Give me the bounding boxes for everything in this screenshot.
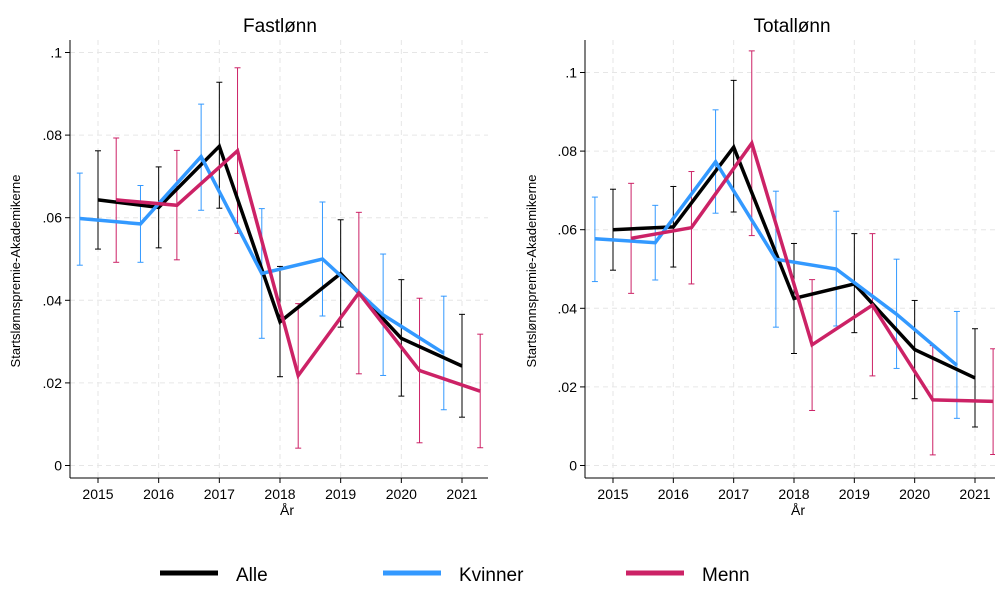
series-line-kvinner bbox=[79, 153, 445, 355]
y-tick-label: .06 bbox=[43, 210, 63, 226]
x-tick-label: 2020 bbox=[386, 486, 417, 502]
x-tick-label: 2020 bbox=[899, 486, 930, 502]
series-errorbars-kvinner bbox=[76, 103, 447, 411]
x-tick-label: 2021 bbox=[959, 486, 990, 502]
x-tick-label: 2019 bbox=[325, 486, 356, 502]
chart-title: Totallønn bbox=[753, 16, 830, 37]
x-tick-label: 2016 bbox=[143, 486, 174, 502]
x-tick-label: 2017 bbox=[718, 486, 749, 502]
x-tick-label: 2017 bbox=[204, 486, 235, 502]
y-tick-label: .06 bbox=[558, 222, 578, 238]
y-tick-label: .1 bbox=[565, 65, 577, 81]
chart-panel-1: .1 .08 .06 .04 .02 0 2015 2016 2017 2018 2019 2020 2… bbox=[8, 16, 488, 518]
x-tick-label: 2015 bbox=[597, 486, 628, 502]
legend-label-menn: Menn bbox=[702, 565, 750, 585]
series-errorbars-menn bbox=[628, 50, 995, 456]
x-axis-label: År bbox=[280, 502, 294, 518]
y-axis-label: Startslønnspremie-Akademikerne bbox=[8, 175, 23, 368]
y-tick-label: 0 bbox=[54, 458, 62, 474]
legend-label-alle: Alle bbox=[236, 565, 268, 585]
series-line-menn bbox=[116, 147, 481, 393]
x-tick-label: 2018 bbox=[264, 486, 295, 502]
x-axis-label: År bbox=[791, 502, 805, 518]
series-errorbars-kvinner bbox=[591, 109, 960, 419]
legend-label-kvinner: Kvinner bbox=[459, 565, 524, 585]
series-line-menn bbox=[630, 139, 994, 404]
y-tick-label: .02 bbox=[558, 379, 578, 395]
chart-panel-2: .1 .08 .06 .04 .02 0 2015 2016 2017 2018 2019 2020 2… bbox=[524, 16, 995, 518]
y-tick-label: .08 bbox=[558, 143, 578, 159]
y-tick-label: 0 bbox=[569, 458, 577, 474]
series-line-kvinner bbox=[594, 158, 959, 367]
y-tick-label: .08 bbox=[43, 127, 63, 143]
y-tick-label: .1 bbox=[50, 45, 62, 61]
x-tick-label: 2016 bbox=[658, 486, 689, 502]
series-line-alle bbox=[97, 143, 463, 368]
y-axis-label: Startslønnspremie-Akademikerne bbox=[524, 175, 539, 368]
legend: Alle Kvinner Menn bbox=[160, 565, 750, 586]
x-tick-label: 2019 bbox=[839, 486, 870, 502]
y-tick-label: .04 bbox=[558, 300, 578, 316]
x-tick-label: 2015 bbox=[82, 486, 113, 502]
y-tick-label: .04 bbox=[43, 292, 63, 308]
y-tick-label: .02 bbox=[43, 375, 63, 391]
series-errorbars-menn bbox=[113, 67, 484, 449]
x-tick-label: 2018 bbox=[778, 486, 809, 502]
chart-title: Fastlønn bbox=[243, 16, 317, 37]
series-line-alle bbox=[612, 143, 976, 380]
x-tick-label: 2021 bbox=[446, 486, 477, 502]
